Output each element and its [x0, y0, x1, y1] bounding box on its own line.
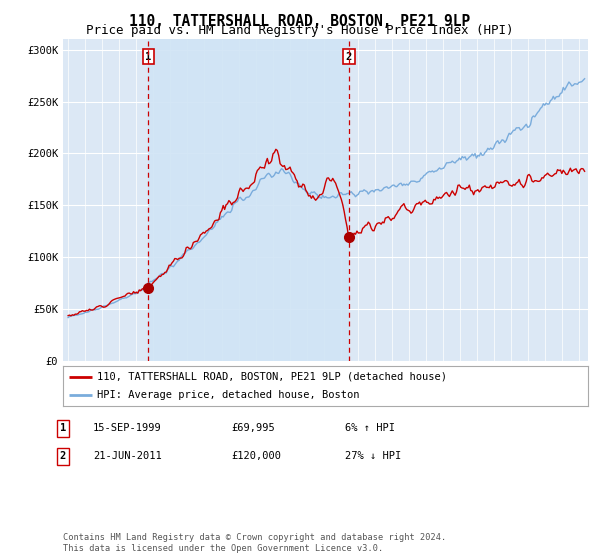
- Text: 1: 1: [145, 52, 152, 62]
- Text: 2: 2: [346, 52, 352, 62]
- Bar: [148, 39, 349, 361]
- Text: 2: 2: [60, 451, 66, 461]
- Text: 21-JUN-2011: 21-JUN-2011: [93, 451, 162, 461]
- Text: HPI: Average price, detached house, Boston: HPI: Average price, detached house, Bost…: [97, 390, 359, 400]
- Text: 110, TATTERSHALL ROAD, BOSTON, PE21 9LP: 110, TATTERSHALL ROAD, BOSTON, PE21 9LP: [130, 14, 470, 29]
- Text: Contains HM Land Registry data © Crown copyright and database right 2024.
This d: Contains HM Land Registry data © Crown c…: [63, 533, 446, 553]
- Text: Price paid vs. HM Land Registry's House Price Index (HPI): Price paid vs. HM Land Registry's House …: [86, 24, 514, 37]
- Text: 110, TATTERSHALL ROAD, BOSTON, PE21 9LP (detached house): 110, TATTERSHALL ROAD, BOSTON, PE21 9LP …: [97, 372, 447, 381]
- Text: 6% ↑ HPI: 6% ↑ HPI: [345, 423, 395, 433]
- Text: £120,000: £120,000: [231, 451, 281, 461]
- Text: 15-SEP-1999: 15-SEP-1999: [93, 423, 162, 433]
- Text: £69,995: £69,995: [231, 423, 275, 433]
- Text: 1: 1: [60, 423, 66, 433]
- Text: 27% ↓ HPI: 27% ↓ HPI: [345, 451, 401, 461]
